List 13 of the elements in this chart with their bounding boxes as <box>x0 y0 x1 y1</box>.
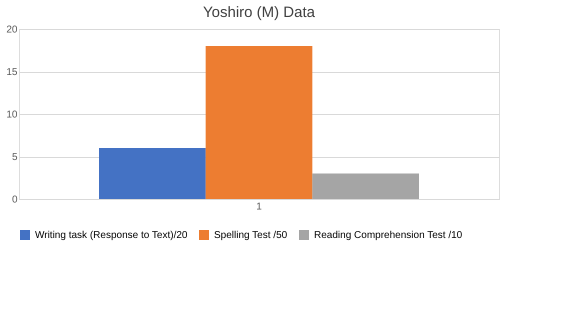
chart-title: Yoshiro (M) Data <box>203 4 316 21</box>
bar <box>99 148 206 199</box>
bar <box>206 46 312 199</box>
y-tick-label: 10 <box>6 110 18 120</box>
y-tick-label: 15 <box>6 67 18 78</box>
y-tick-label: 20 <box>6 24 18 36</box>
y-tick-label: 0 <box>12 194 18 206</box>
bar <box>312 174 419 199</box>
y-tick-label: 5 <box>12 152 18 163</box>
legend-label: Spelling Test /50 <box>214 230 288 241</box>
x-tick-label: 1 <box>256 202 262 212</box>
legend-label: Writing task (Response to Text)/20 <box>35 230 188 241</box>
legend-label: Reading Comprehension Test /10 <box>314 230 463 241</box>
